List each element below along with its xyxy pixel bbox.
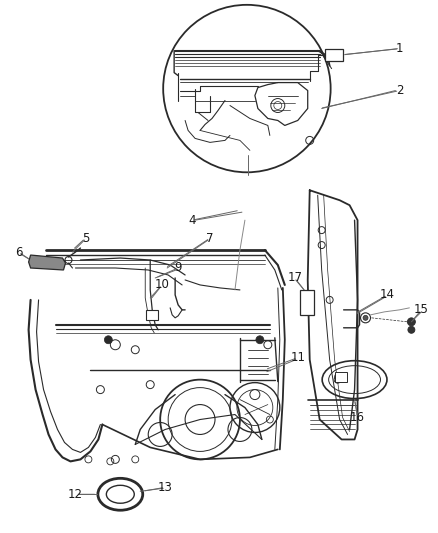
Text: 7: 7 [206,232,214,245]
Text: 15: 15 [414,303,429,317]
Circle shape [363,316,368,320]
Polygon shape [28,255,66,270]
Text: 17: 17 [287,271,302,285]
Text: 2: 2 [396,84,403,97]
Circle shape [408,326,415,333]
Text: 11: 11 [290,351,305,364]
Text: 13: 13 [158,481,173,494]
Text: 6: 6 [15,246,22,259]
Text: 14: 14 [380,288,395,301]
Circle shape [256,336,264,344]
Text: 5: 5 [82,232,89,245]
Circle shape [407,318,415,326]
FancyBboxPatch shape [146,310,158,320]
Text: 1: 1 [396,42,403,55]
Text: 16: 16 [350,411,365,424]
FancyBboxPatch shape [325,49,343,61]
FancyBboxPatch shape [335,372,346,382]
Text: 4: 4 [188,214,196,227]
Text: 10: 10 [155,278,170,292]
Circle shape [104,336,112,344]
Text: 12: 12 [68,488,83,501]
Text: 9: 9 [174,262,182,274]
FancyBboxPatch shape [300,290,314,315]
